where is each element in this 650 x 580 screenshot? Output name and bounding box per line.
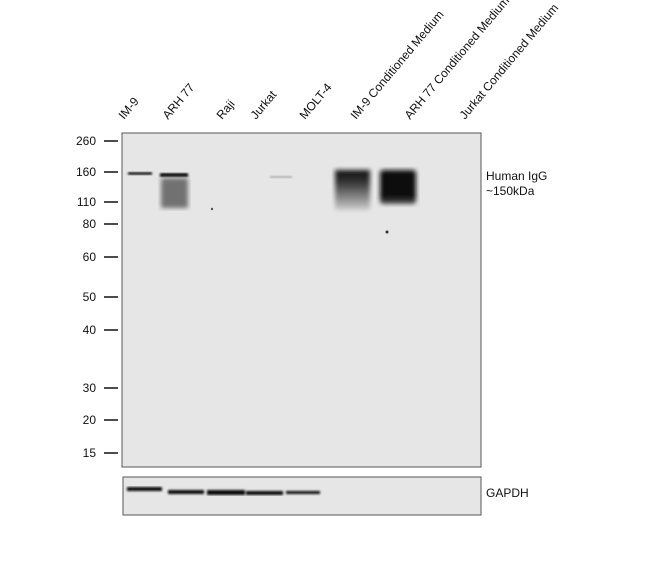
marker-label: 80 (83, 217, 97, 231)
band-arh77-cm (380, 170, 416, 204)
lane-label: MOLT-4 (297, 80, 335, 122)
marker-label: 30 (83, 381, 97, 395)
marker-label: 60 (83, 250, 97, 264)
marker-label: 110 (77, 195, 96, 209)
gapdh-band (246, 491, 283, 495)
marker-label: 260 (76, 134, 96, 148)
target-label-size: ~150kDa (486, 184, 535, 198)
band-im9 (128, 172, 152, 175)
target-label-name: Human IgG (486, 169, 547, 183)
gapdh-band (168, 490, 204, 494)
gapdh-band (286, 491, 320, 494)
marker-label: 15 (83, 446, 97, 460)
lane-label: Raji (214, 97, 238, 122)
gapdh-bands (127, 487, 320, 495)
lane-label: IM-9 (116, 94, 142, 122)
loading-control-label: GAPDH (486, 486, 529, 500)
lane-label: IM-9 Conditioned Medium (348, 8, 447, 122)
band-im9-cm (335, 170, 370, 210)
gapdh-blot-membrane (122, 476, 482, 516)
lane-labels: IM-9 ARH 77 Raji Jurkat MOLT-4 IM-9 Condition… (116, 0, 562, 122)
speck (385, 230, 389, 234)
lane-label: Jurkat (248, 87, 280, 122)
gapdh-band (207, 490, 245, 495)
marker-label: 40 (83, 323, 97, 337)
marker-label: 160 (76, 165, 96, 179)
lane-label: ARH 77 (160, 80, 198, 121)
main-blot-bands (128, 170, 416, 234)
band-jurkat-faint (270, 176, 292, 178)
marker-label: 20 (83, 413, 97, 427)
molecular-weight-markers: 260 160 110 80 60 50 40 30 20 15 (76, 134, 118, 460)
band-arh77-smear (161, 178, 188, 208)
band-arh77-top (160, 173, 188, 177)
gapdh-band (127, 487, 162, 491)
speck (210, 207, 214, 211)
lane-label: ARH 77 Conditioned Medium (402, 0, 513, 122)
lane-label: Jurkat Conditioned Medium (457, 1, 562, 122)
marker-label: 50 (83, 290, 97, 304)
